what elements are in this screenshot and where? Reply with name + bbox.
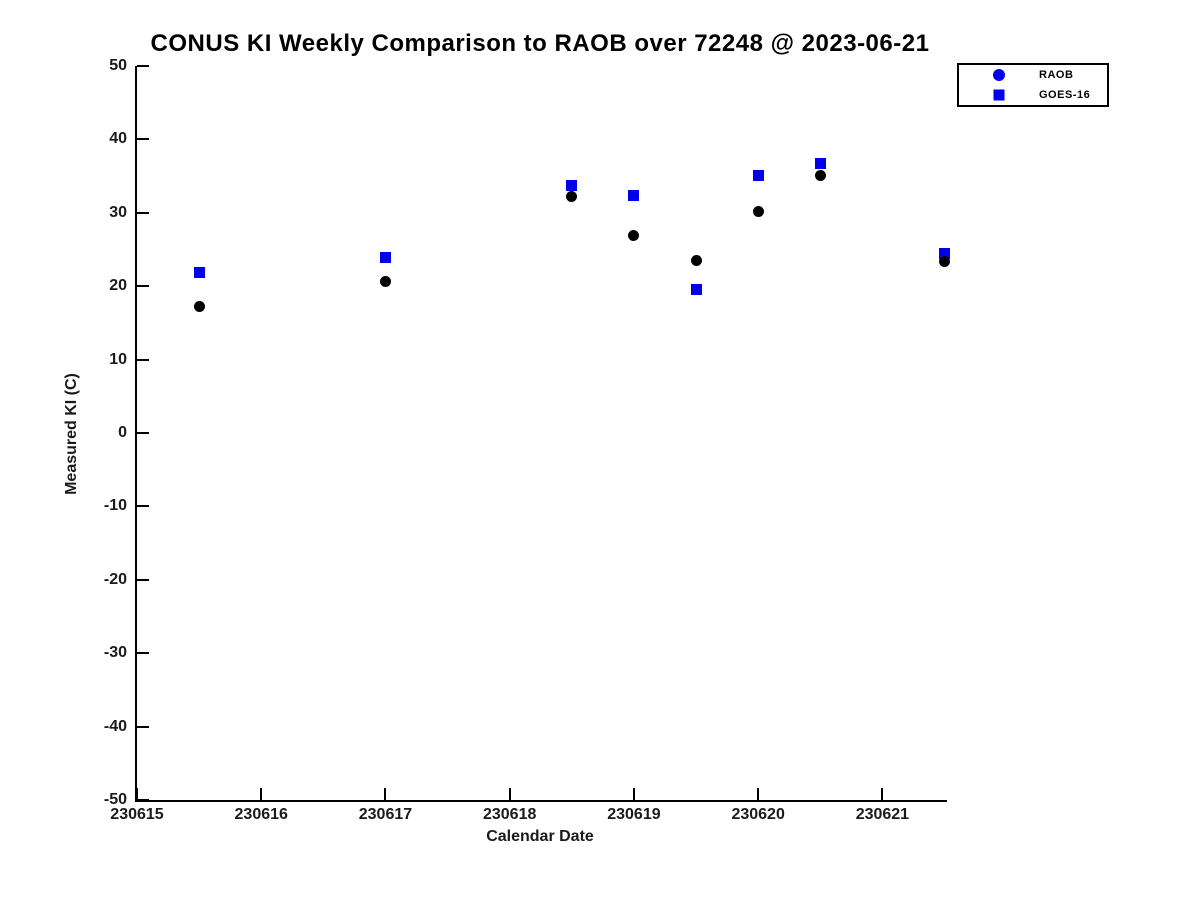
legend-label-goes16: GOES-16 <box>1039 89 1091 101</box>
data-point-raob <box>814 169 826 181</box>
legend: RAOB GOES-16 <box>957 63 1109 107</box>
y-tick-label: 10 <box>109 350 127 368</box>
y-tick-label: 0 <box>118 424 127 441</box>
x-tick <box>632 788 635 800</box>
y-tick <box>137 138 149 141</box>
legend-row-raob: RAOB <box>959 65 1107 85</box>
data-point-raob <box>379 276 391 288</box>
x-tick-label: 230618 <box>482 806 537 823</box>
x-tick <box>136 788 138 800</box>
data-point-raob <box>193 301 205 313</box>
y-tick-label: -50 <box>103 791 127 808</box>
plot-area: 230615 230616 230617 230618 230619 230620 2306… <box>104 57 950 823</box>
raob-legend-marker-icon <box>993 69 1005 81</box>
x-tick <box>260 788 263 800</box>
y-tick <box>137 578 149 581</box>
y-tick-label: -30 <box>103 644 127 662</box>
data-point-goes-16 <box>752 169 764 181</box>
y-tick-label: 50 <box>109 57 127 74</box>
data-point-raob <box>752 205 764 217</box>
x-tick <box>757 788 760 800</box>
data-point-goes-16 <box>566 180 578 192</box>
data-point-goes-16 <box>628 190 640 202</box>
y-tick <box>137 505 149 508</box>
y-tick-label: -40 <box>103 717 127 735</box>
data-point-goes-16 <box>939 247 950 259</box>
legend-row-goes16: GOES-16 <box>959 85 1107 105</box>
y-tick-label: 40 <box>109 130 127 148</box>
data-point-raob <box>566 191 578 203</box>
y-tick <box>137 211 149 214</box>
x-tick-label: 230615 <box>110 806 164 823</box>
y-tick-label: 30 <box>109 203 127 221</box>
x-tick <box>384 788 387 800</box>
y-axis-label: Measured KI (C) <box>63 373 80 495</box>
x-tick-label: 230621 <box>855 806 910 823</box>
data-point-goes-16 <box>814 158 826 170</box>
x-tick <box>508 788 511 800</box>
y-tick <box>137 432 149 434</box>
y-tick <box>137 652 149 655</box>
legend-label-raob: RAOB <box>1039 69 1074 81</box>
x-axis-label: Calendar Date <box>486 828 594 845</box>
goes16-legend-marker-icon <box>993 89 1005 101</box>
y-tick <box>137 725 149 728</box>
data-point-raob <box>939 256 950 268</box>
x-tick <box>881 788 884 800</box>
data-point-goes-16 <box>379 252 391 264</box>
data-point-goes-16 <box>193 267 205 279</box>
x-tick-label: 230620 <box>731 806 785 823</box>
y-tick <box>137 358 149 361</box>
x-tick-label: 230617 <box>358 806 413 823</box>
data-point-goes-16 <box>690 283 702 295</box>
data-point-raob <box>628 230 640 242</box>
chart-title: CONUS KI Weekly Comparison to RAOB over … <box>150 30 930 57</box>
y-tick-label: -10 <box>103 497 127 515</box>
y-tick <box>137 799 149 801</box>
data-point-raob <box>690 255 702 266</box>
x-tick-label: 230619 <box>607 806 661 823</box>
y-tick <box>137 65 149 67</box>
y-tick-label: -20 <box>103 570 127 588</box>
y-tick-label: 20 <box>109 277 127 295</box>
x-tick-label: 230616 <box>234 806 288 823</box>
y-tick <box>137 285 149 288</box>
